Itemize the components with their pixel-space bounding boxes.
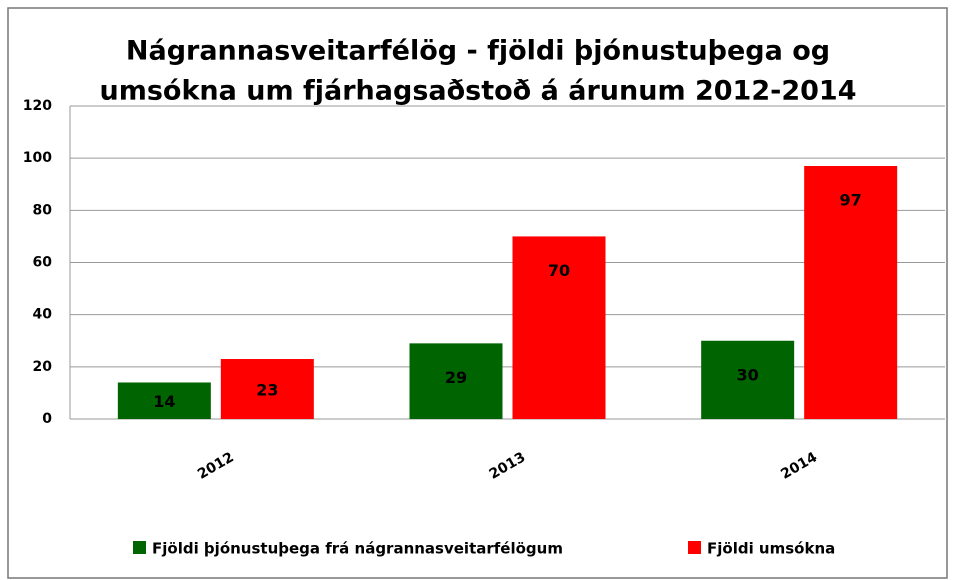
chart-frame	[7, 7, 948, 579]
bar	[220, 359, 314, 419]
data-label: 70	[548, 261, 570, 280]
y-tick-label: 120	[23, 98, 52, 114]
y-tick-label: 100	[23, 150, 52, 166]
y-tick-label: 60	[33, 255, 53, 271]
bar	[701, 340, 795, 419]
y-tick-label: 40	[33, 307, 53, 323]
y-tick-label: 0	[42, 411, 52, 427]
y-tick-label: 20	[33, 359, 53, 375]
bar	[117, 382, 211, 419]
chart-title: Nágrannasveitarfélög - fjöldi þjónustuþe…	[126, 36, 830, 67]
y-tick-label: 80	[33, 202, 53, 218]
legend-swatch	[133, 541, 146, 554]
data-label: 97	[840, 190, 862, 209]
bar	[409, 343, 503, 419]
data-label: 29	[445, 368, 467, 387]
legend-label: Fjöldi umsókna	[707, 540, 835, 558]
data-label: 23	[256, 381, 278, 400]
bar	[804, 165, 898, 419]
chart-title: umsókna um fjárhagsaðstoð á árunum 2012-…	[99, 76, 856, 107]
data-label: 30	[737, 365, 759, 384]
legend-label: Fjöldi þjónustuþega frá nágrannasveitarf…	[152, 540, 563, 558]
legend-swatch	[688, 541, 701, 554]
bar	[512, 236, 606, 419]
data-label: 14	[153, 392, 175, 411]
